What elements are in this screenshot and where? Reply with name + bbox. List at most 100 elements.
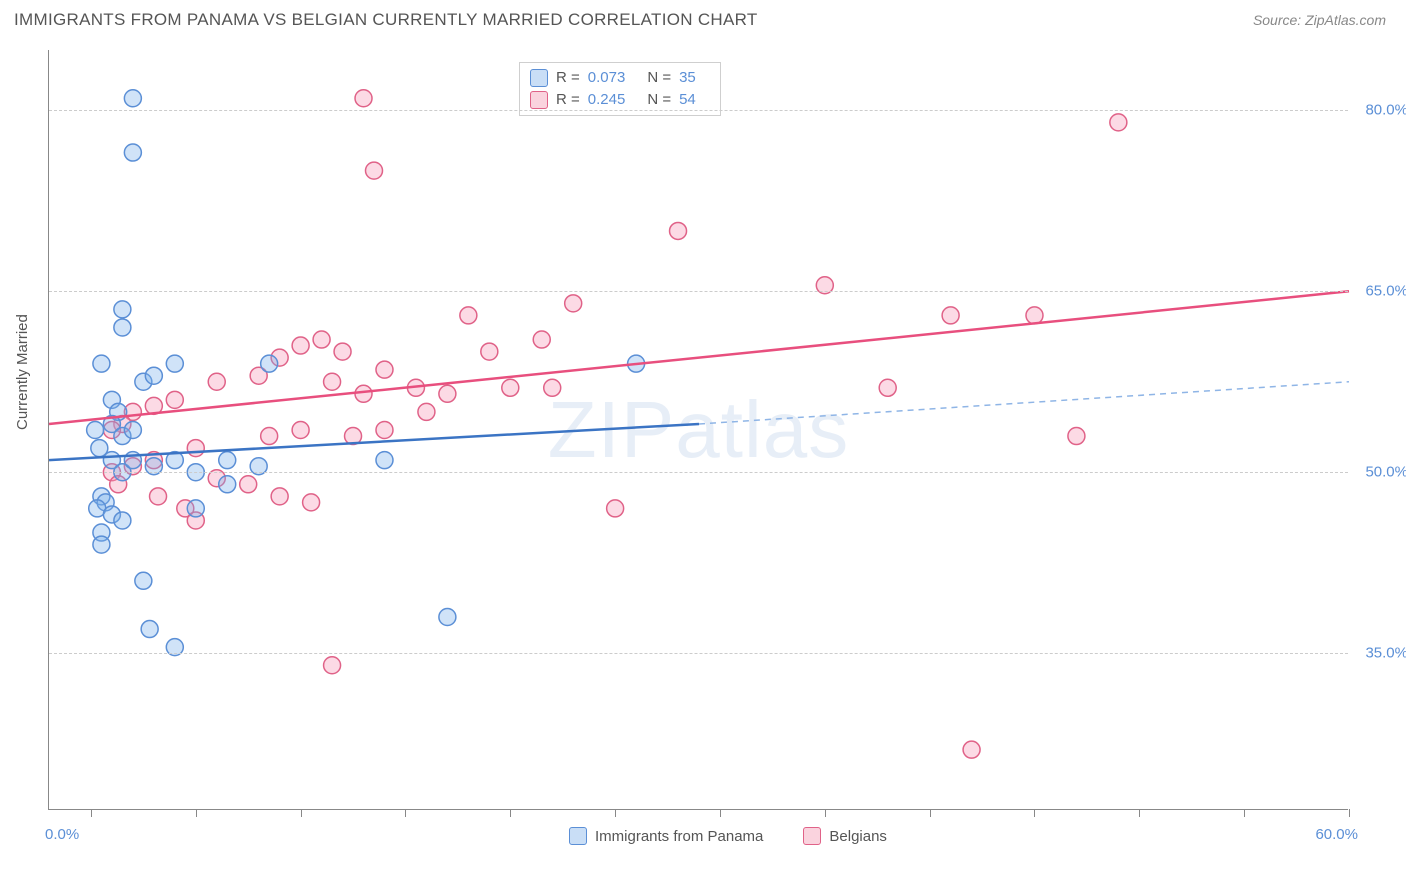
data-point (187, 500, 204, 517)
x-tick (196, 809, 197, 817)
y-tick-label: 65.0% (1365, 283, 1406, 300)
data-point (439, 385, 456, 402)
legend-r-label: R = (556, 89, 580, 111)
data-point (355, 90, 372, 107)
x-tick (930, 809, 931, 817)
data-point (166, 391, 183, 408)
data-point (271, 488, 288, 505)
x-tick (615, 809, 616, 817)
legend-r-value: 0.245 (588, 89, 626, 111)
y-axis-title: Currently Married (14, 314, 31, 430)
legend-series: Immigrants from Panama Belgians (569, 827, 887, 845)
data-point (145, 367, 162, 384)
data-point (879, 379, 896, 396)
x-tick (1244, 809, 1245, 817)
legend-swatch (803, 827, 821, 845)
data-point (460, 307, 477, 324)
trend-line-panama-extrap (699, 382, 1349, 424)
data-point (942, 307, 959, 324)
data-point (208, 373, 225, 390)
data-point (324, 373, 341, 390)
data-point (303, 494, 320, 511)
data-point (565, 295, 582, 312)
data-point (93, 536, 110, 553)
legend-n-label: N = (647, 89, 671, 111)
x-tick (91, 809, 92, 817)
trend-line-belgians (49, 291, 1349, 424)
data-point (439, 608, 456, 625)
data-point (481, 343, 498, 360)
data-point (963, 741, 980, 758)
data-point (240, 476, 257, 493)
data-point (544, 379, 561, 396)
legend-n-value: 54 (679, 89, 696, 111)
legend-n-label: N = (647, 67, 671, 89)
x-tick (1139, 809, 1140, 817)
source-attribution: Source: ZipAtlas.com (1253, 12, 1386, 28)
x-tick (1034, 809, 1035, 817)
legend-item: Immigrants from Panama (569, 827, 763, 845)
y-tick-label: 35.0% (1365, 645, 1406, 662)
legend-r-label: R = (556, 67, 580, 89)
legend-swatch (530, 91, 548, 109)
gridline (49, 291, 1348, 292)
data-point (355, 385, 372, 402)
data-point (114, 319, 131, 336)
data-point (292, 337, 309, 354)
data-point (87, 422, 104, 439)
y-tick-label: 80.0% (1365, 102, 1406, 119)
data-point (376, 422, 393, 439)
legend-stat-row: R = 0.073 N = 35 (530, 67, 710, 89)
data-point (141, 621, 158, 638)
x-tick (825, 809, 826, 817)
data-point (114, 512, 131, 529)
data-point (261, 428, 278, 445)
gridline (49, 110, 1348, 111)
x-tick (1349, 809, 1350, 817)
data-point (150, 488, 167, 505)
data-point (418, 403, 435, 420)
data-point (313, 331, 330, 348)
data-point (114, 301, 131, 318)
data-point (334, 343, 351, 360)
data-point (124, 90, 141, 107)
legend-label: Immigrants from Panama (595, 828, 763, 845)
data-point (187, 440, 204, 457)
data-point (366, 162, 383, 179)
data-point (324, 657, 341, 674)
legend-swatch (530, 69, 548, 87)
x-tick (405, 809, 406, 817)
data-point (219, 452, 236, 469)
legend-stat-row: R = 0.245 N = 54 (530, 89, 710, 111)
data-point (124, 422, 141, 439)
data-point (292, 422, 309, 439)
data-point (1110, 114, 1127, 131)
data-point (376, 361, 393, 378)
legend-stats-box: R = 0.073 N = 35 R = 0.245 N = 54 (519, 62, 721, 116)
legend-item: Belgians (803, 827, 887, 845)
legend-label: Belgians (829, 828, 887, 845)
chart-title: IMMIGRANTS FROM PANAMA VS BELGIAN CURREN… (14, 10, 758, 30)
scatter-svg (49, 50, 1348, 809)
y-tick-label: 50.0% (1365, 464, 1406, 481)
data-point (93, 355, 110, 372)
data-point (135, 572, 152, 589)
trend-line-panama (49, 424, 699, 460)
data-point (533, 331, 550, 348)
x-axis-max-label: 60.0% (1315, 826, 1358, 843)
chart-plot-area: ZIPatlas R = 0.073 N = 35 R = 0.245 N = … (48, 50, 1348, 810)
legend-r-value: 0.073 (588, 67, 626, 89)
data-point (1026, 307, 1043, 324)
x-axis-min-label: 0.0% (45, 826, 79, 843)
data-point (219, 476, 236, 493)
gridline (49, 653, 1348, 654)
data-point (1068, 428, 1085, 445)
data-point (670, 222, 687, 239)
data-point (166, 355, 183, 372)
data-point (502, 379, 519, 396)
data-point (376, 452, 393, 469)
legend-swatch (569, 827, 587, 845)
data-point (261, 355, 278, 372)
legend-n-value: 35 (679, 67, 696, 89)
data-point (124, 144, 141, 161)
